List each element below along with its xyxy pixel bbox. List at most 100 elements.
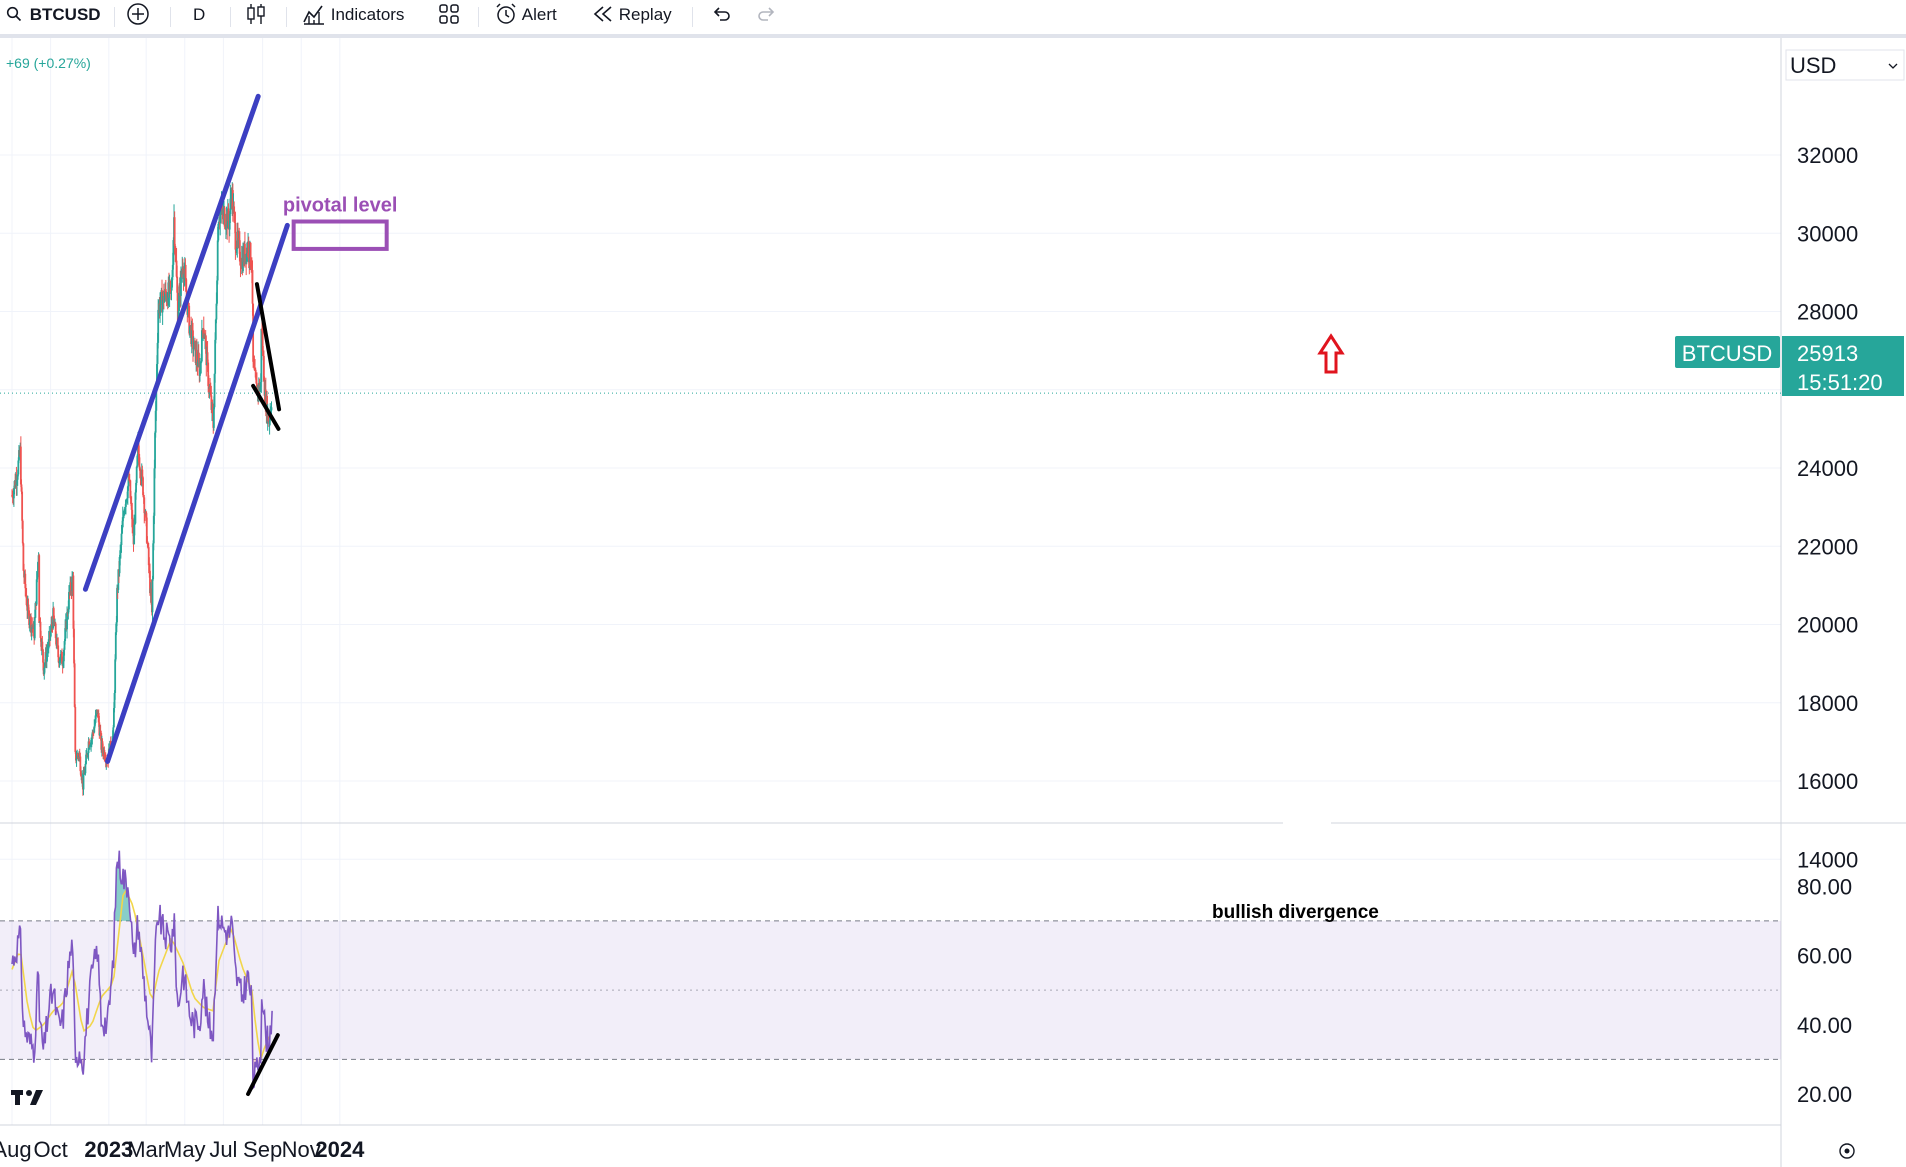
candle-body	[153, 468, 156, 516]
time-tick-label: Nov	[282, 1137, 321, 1162]
candle-body	[192, 348, 195, 350]
candle-body	[249, 242, 252, 266]
price-tick-label: 30000	[1797, 221, 1858, 246]
layouts-button[interactable]	[438, 0, 460, 32]
candle-body	[206, 352, 209, 363]
channel-upper-line[interactable]	[82, 93, 261, 592]
candle-body	[103, 749, 106, 759]
redo-button[interactable]	[756, 0, 778, 32]
candle-body	[59, 660, 62, 662]
candle-body	[211, 404, 214, 414]
candle-body	[192, 330, 194, 350]
candle-body	[149, 570, 151, 594]
undo-button[interactable]	[710, 0, 732, 32]
candle-body	[171, 264, 174, 278]
candle-body	[176, 292, 179, 323]
candle-body	[68, 591, 71, 593]
time-tick-label: 2024	[315, 1137, 365, 1162]
candle-body	[57, 657, 60, 664]
candle-body	[261, 331, 264, 352]
channel-lower-line[interactable]	[105, 222, 290, 764]
candle-body	[227, 208, 230, 222]
candle-body	[216, 240, 219, 281]
candle-body	[173, 217, 176, 246]
candle-body	[17, 460, 20, 475]
currency-selector[interactable]: USD	[1785, 49, 1905, 81]
candle-body	[219, 213, 222, 222]
indicators-button[interactable]: Indicators	[302, 0, 404, 32]
candle-body	[174, 245, 177, 256]
candle-body	[127, 476, 130, 487]
candle-body	[143, 497, 146, 514]
rsi-tick-label: 80.00	[1797, 874, 1852, 899]
candle-body	[222, 208, 225, 215]
candle-body	[175, 255, 177, 261]
candle-body	[45, 652, 48, 663]
candle-body	[85, 754, 87, 764]
candle-body	[22, 543, 25, 571]
pivotal-level-zone[interactable]	[291, 219, 389, 251]
candle-body	[167, 282, 170, 306]
alarm-clock-icon	[496, 3, 516, 24]
candle-body	[161, 300, 164, 313]
chart-canvas[interactable]: pivotal level +69 (+0.27%) USD 14000 1600…	[0, 38, 1906, 1167]
interval-button[interactable]: D	[193, 5, 206, 24]
candle-body	[98, 722, 101, 736]
candle-body	[147, 547, 150, 566]
divergence-line[interactable]	[246, 1033, 280, 1096]
candle-body	[95, 713, 98, 716]
candle-body	[255, 377, 258, 384]
candle-body	[87, 741, 90, 754]
candle-body	[123, 508, 126, 515]
candle-body	[42, 649, 44, 663]
chart-type-button[interactable]	[246, 0, 266, 32]
candle-body	[142, 495, 145, 498]
symbol-search-button[interactable]: BTCUSD	[6, 0, 101, 32]
candle-body	[234, 223, 237, 250]
candle-body	[50, 624, 53, 626]
candle-body	[76, 753, 79, 756]
candle-body	[53, 618, 56, 626]
compare-symbol-button[interactable]	[126, 0, 150, 32]
candle-body	[28, 610, 30, 625]
rsi-axis[interactable]: 20.00 40.00 60.00 80.00	[1797, 874, 1852, 1107]
candle-body	[99, 731, 102, 734]
axis-settings-button[interactable]	[1839, 1143, 1855, 1159]
alert-button[interactable]: Alert	[494, 0, 557, 32]
candle-body	[168, 281, 171, 294]
triangle-upper-line[interactable]	[254, 282, 282, 412]
candle-body	[223, 207, 226, 227]
replay-button[interactable]: Replay	[592, 0, 672, 32]
candle-body	[90, 740, 93, 746]
candle-body	[159, 292, 162, 305]
candle-body	[134, 492, 137, 524]
candle-body	[269, 410, 272, 412]
candle-body	[155, 383, 158, 411]
candle-body	[260, 328, 263, 383]
price-tick-label: 22000	[1797, 534, 1858, 559]
candle-body	[91, 732, 94, 739]
candle-body	[252, 361, 255, 364]
candle-body	[54, 623, 57, 639]
candle-body	[209, 392, 212, 396]
time-tick-label: Jul	[209, 1137, 237, 1162]
candle-body	[253, 363, 256, 370]
candle-body	[172, 240, 175, 265]
up-arrow-icon[interactable]	[1317, 333, 1345, 374]
price-axis[interactable]: 14000 16000 18000 20000 22000 24000 28000 30000…	[1797, 143, 1858, 872]
rsi-tick-label: 40.00	[1797, 1013, 1852, 1038]
candle-body	[18, 450, 20, 461]
candle-body	[157, 309, 160, 343]
candle-body	[30, 616, 32, 632]
candle-body	[187, 304, 189, 315]
triangle-lower-line[interactable]	[251, 383, 281, 431]
settings-icon	[1839, 1143, 1855, 1159]
candle-body	[154, 410, 157, 433]
candle-body	[151, 579, 154, 613]
candle-body	[61, 652, 63, 664]
candle-body	[233, 206, 236, 214]
candle-body	[152, 543, 155, 580]
candle-body	[193, 340, 196, 349]
plus-circle-icon	[127, 3, 149, 25]
